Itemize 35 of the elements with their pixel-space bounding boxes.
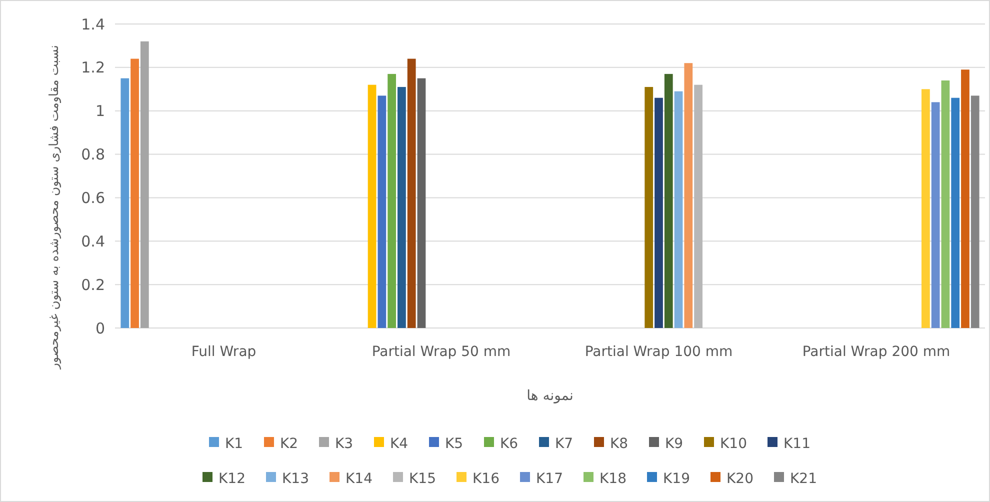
- y-tick-label: 0.8: [81, 146, 105, 164]
- y-tick-label: 1: [95, 102, 105, 120]
- legend-label: K5: [445, 436, 464, 452]
- legend-label: K10: [720, 436, 747, 452]
- y-axis-title: نسبت مقاومت فشاری ستون محصورشده به ستون غیرمحصور: [46, 44, 62, 370]
- y-tick-label: 0.2: [81, 276, 105, 294]
- legend-label: K7: [555, 436, 574, 452]
- legend-label: K17: [536, 470, 563, 487]
- y-tick-label: 0: [95, 319, 105, 338]
- legend-label: K2: [280, 436, 298, 452]
- x-tick-label: Full Wrap: [191, 344, 256, 360]
- legend-label: K14: [346, 470, 373, 487]
- legend-label: K13: [282, 470, 309, 487]
- legend-label: K19: [663, 470, 690, 487]
- legend-label: K20: [726, 470, 754, 487]
- legend-label: K8: [610, 436, 628, 452]
- legend-label: K3: [335, 436, 354, 452]
- legend-label: K11: [784, 436, 810, 452]
- legend-label: K9: [665, 436, 684, 452]
- legend-label: K16: [472, 470, 500, 487]
- legend-label: K4: [390, 436, 408, 452]
- legend-label: K1: [225, 436, 244, 452]
- x-tick-label: Partial Wrap 200 mm: [802, 344, 950, 360]
- legend-label: K6: [500, 436, 518, 452]
- legend-label: K18: [600, 470, 626, 487]
- y-tick-label: 1.4: [81, 15, 105, 34]
- x-tick-label: Partial Wrap 50 mm: [372, 344, 511, 360]
- legend-label: K15: [409, 470, 436, 487]
- x-axis-title: نمونه ها: [526, 388, 574, 404]
- x-tick-label: Partial Wrap 100 mm: [584, 344, 733, 360]
- y-tick-label: 0.6: [81, 188, 105, 207]
- legend-label: K12: [218, 470, 246, 487]
- y-tick-label: 1.2: [81, 58, 105, 77]
- legend-label: K21: [790, 470, 817, 487]
- y-tick-label: 0.4: [81, 232, 105, 250]
